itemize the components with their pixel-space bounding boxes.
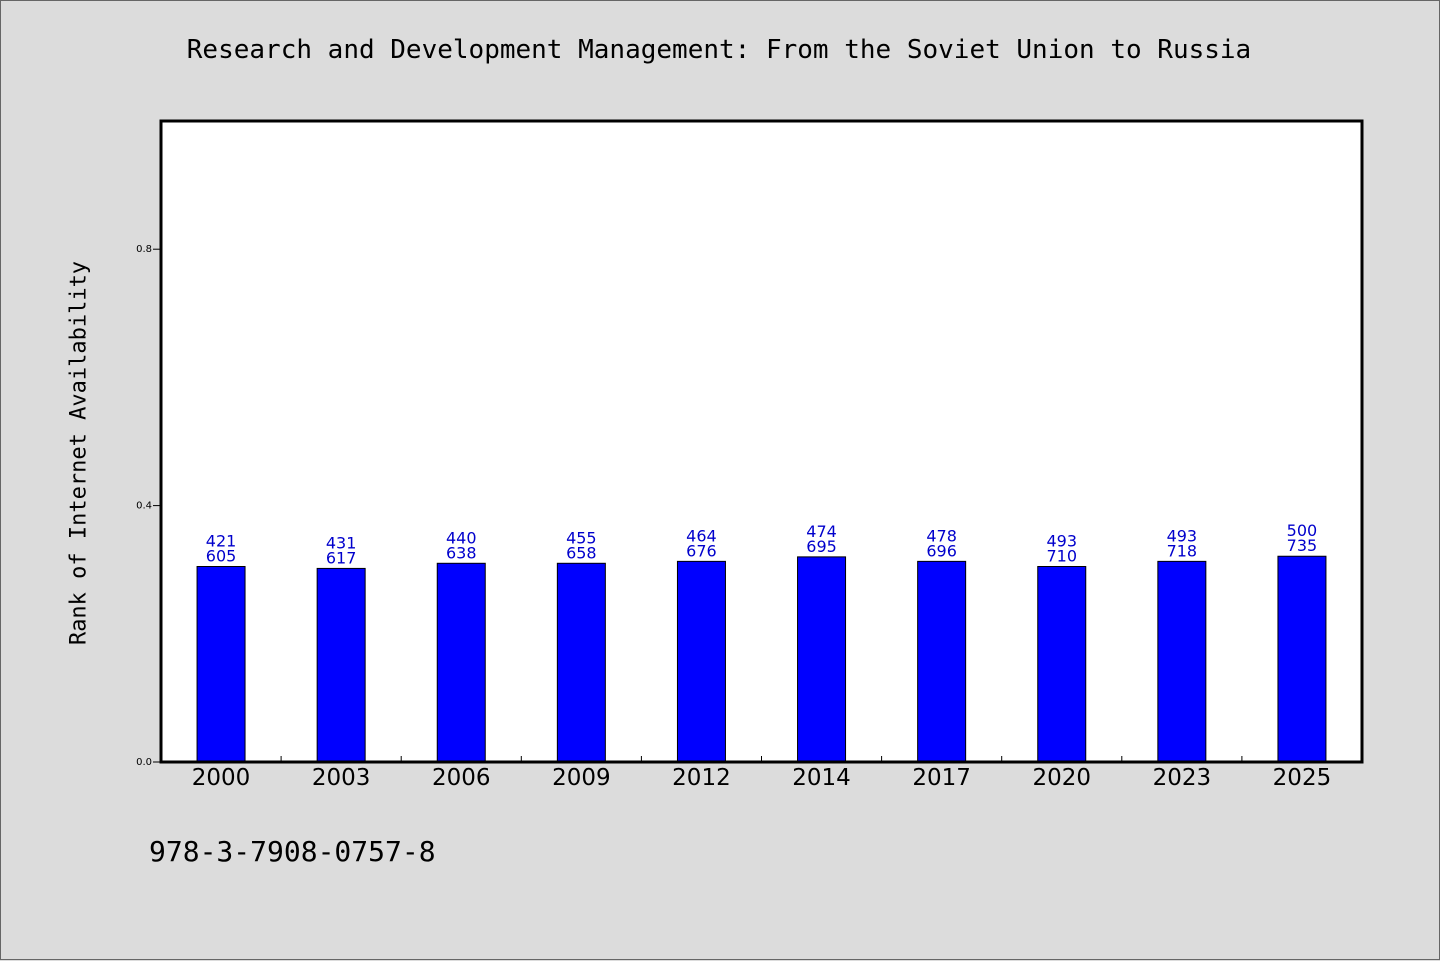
x-tick-label: 2012 [672,765,731,791]
x-tick-label: 2009 [552,765,611,791]
data-label-top: 440 [446,528,477,547]
bar-2020 [1037,565,1087,763]
bar-2025 [1277,555,1327,763]
data-label-top: 421 [206,531,237,550]
data-label-bottom: 718 [1167,541,1198,560]
data-label-top: 431 [326,533,357,552]
data-label-bottom: 696 [926,541,957,560]
data-label-bottom: 617 [326,548,357,567]
data-label-bottom: 735 [1287,536,1318,555]
bar-2003 [316,567,366,763]
plot-border [159,119,1364,764]
data-label-bottom: 695 [806,537,837,556]
x-tick-label: 2006 [432,765,491,791]
y-tick-label: 0.0 [136,757,152,768]
bar-2023 [1157,560,1207,763]
data-label-bottom: 638 [446,543,477,562]
x-tick-label: 2017 [912,765,971,791]
y-tick-label: 0.8 [136,244,152,255]
x-tick-label: 2020 [1032,765,1091,791]
data-label-top: 500 [1287,521,1318,540]
x-tick-label: 2025 [1273,765,1332,791]
x-tick-label: 2014 [792,765,851,791]
x-tick-label: 2003 [312,765,371,791]
bar-2000 [196,565,246,763]
data-label-top: 455 [566,528,597,547]
data-label-top: 493 [1167,526,1198,545]
x-tick-label: 2023 [1153,765,1212,791]
isbn-footnote: 978-3-7908-0757-8 [149,835,436,868]
bar-2014 [797,556,847,763]
bar-2009 [556,562,606,763]
data-label-bottom: 710 [1046,546,1077,565]
bar-2012 [676,560,726,763]
y-tick-label: 0.4 [136,501,152,512]
data-label-bottom: 676 [686,541,717,560]
data-label-bottom: 605 [206,546,237,565]
data-label-bottom: 658 [566,543,597,562]
bar-2017 [917,560,967,763]
data-label-top: 474 [806,522,837,541]
bar-2006 [436,562,486,763]
data-label-top: 478 [926,526,957,545]
x-tick-label: 2000 [192,765,251,791]
data-label-top: 464 [686,526,717,545]
chart-title: Research and Development Management: Fro… [186,35,1252,65]
data-label-top: 493 [1046,531,1077,550]
